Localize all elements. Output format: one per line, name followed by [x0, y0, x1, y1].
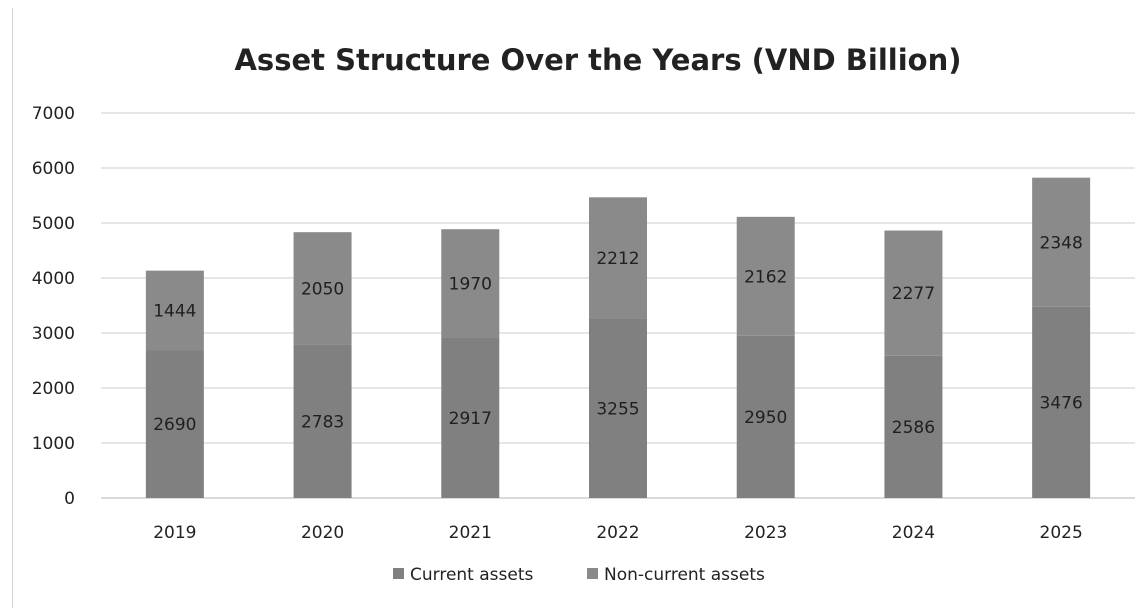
x-tick-label: 2025: [1040, 523, 1083, 543]
data-label: 1970: [449, 274, 492, 294]
bars: [145, 177, 1091, 498]
y-tick-label: 5000: [32, 214, 75, 234]
y-tick-label: 2000: [32, 379, 75, 399]
chart-frame: Asset Structure Over the Years (VND Bill…: [12, 8, 1142, 608]
y-tick-label: 4000: [32, 269, 75, 289]
data-label: 2690: [153, 415, 196, 435]
data-label: 2050: [301, 280, 344, 300]
data-label: 2348: [1040, 233, 1083, 253]
y-tick-label: 3000: [32, 324, 75, 344]
x-tick-label: 2024: [892, 523, 935, 543]
x-tick-label: 2020: [301, 523, 344, 543]
bar-segment: [145, 270, 204, 351]
bar-segment: [736, 216, 795, 336]
y-tick-label: 0: [64, 489, 75, 509]
x-tick-label: 2019: [153, 523, 196, 543]
legend-label: Current assets: [410, 565, 534, 585]
legend: Current assets Non-current assets: [393, 565, 765, 585]
data-label: 2917: [449, 409, 492, 429]
bar-segment: [736, 335, 795, 498]
chart-title: Asset Structure Over the Years (VND Bill…: [234, 43, 961, 77]
y-axis-ticks: 0 1000 2000 3000 4000 5000 6000 7000: [32, 104, 75, 509]
data-label: 2162: [744, 267, 787, 287]
bar-segment: [145, 350, 204, 498]
legend-label: Non-current assets: [604, 565, 765, 585]
bar-segment: [589, 197, 647, 319]
bar-segment: [1032, 306, 1091, 498]
bar-segment: [589, 318, 647, 498]
x-tick-label: 2023: [744, 523, 787, 543]
bar-segment: [884, 355, 943, 498]
y-tick-label: 7000: [32, 104, 75, 124]
x-tick-label: 2022: [596, 523, 639, 543]
y-tick-label: 1000: [32, 434, 75, 454]
bar-segment: [1032, 177, 1091, 307]
data-label: 2783: [301, 412, 344, 432]
bar-segment: [293, 232, 352, 345]
bar-segment: [441, 337, 500, 498]
y-tick-label: 6000: [32, 159, 75, 179]
data-label: 2950: [744, 408, 787, 428]
data-label: 2277: [892, 284, 935, 304]
data-label: 2212: [596, 249, 639, 269]
bar-segment: [884, 230, 943, 356]
bar-segment: [441, 229, 500, 338]
bar-chart: Asset Structure Over the Years (VND Bill…: [32, 43, 1135, 585]
data-label: 3255: [596, 399, 639, 419]
x-tick-label: 2021: [449, 523, 492, 543]
x-axis-ticks: 2019 2020 2021 2022 2023 2024 2025: [153, 523, 1083, 543]
data-labels: 2690 1444 2783 2050 2917 1970 3255 2212 2950 2162…: [153, 233, 1083, 438]
legend-swatch: [587, 568, 598, 579]
legend-swatch: [393, 568, 404, 579]
data-label: 2586: [892, 418, 935, 438]
data-label: 3476: [1040, 393, 1083, 413]
data-label: 1444: [153, 301, 196, 321]
bar-segment: [293, 344, 352, 498]
